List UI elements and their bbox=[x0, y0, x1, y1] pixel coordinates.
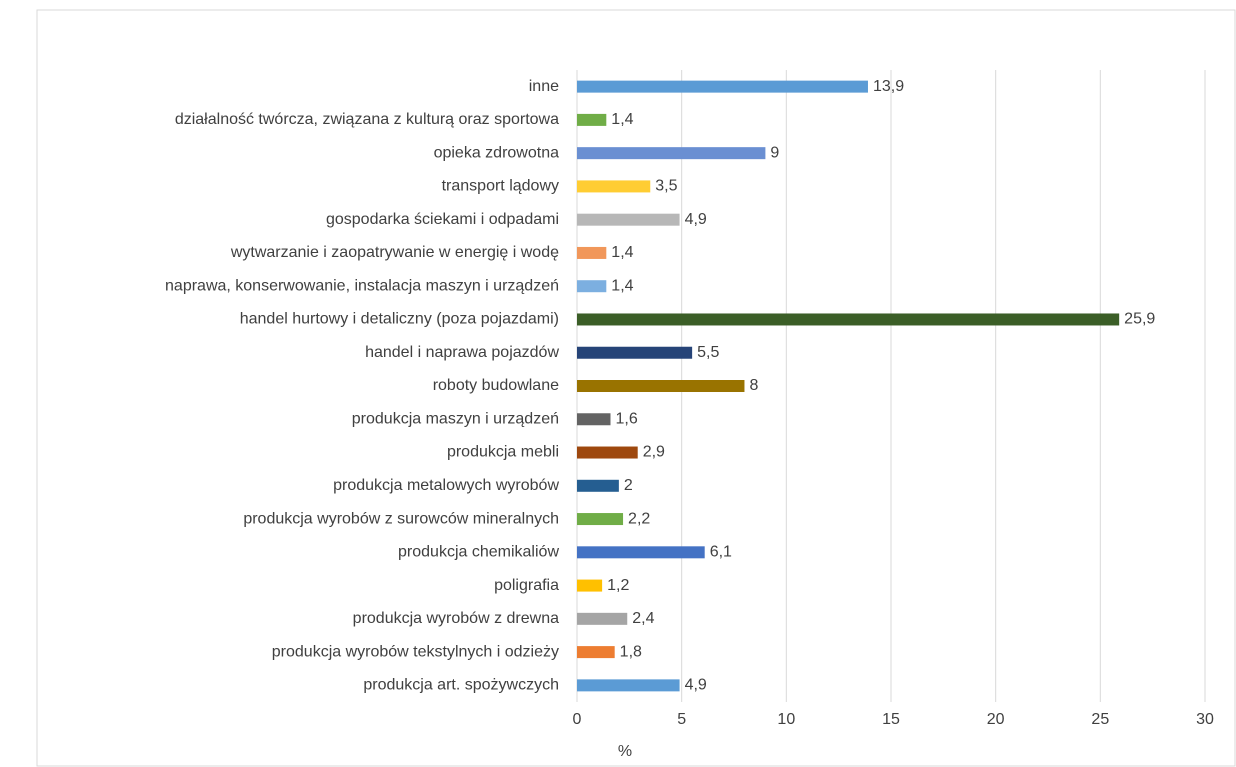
bar bbox=[577, 679, 680, 692]
bar bbox=[577, 513, 624, 526]
data-label: 3,5 bbox=[655, 178, 677, 195]
bar bbox=[577, 246, 607, 259]
data-label: 1,2 bbox=[607, 577, 629, 594]
x-tick-label: 0 bbox=[573, 711, 582, 728]
bar bbox=[577, 612, 628, 625]
y-tick-label: wytwarzanie i zaopatrywanie w energię i … bbox=[230, 244, 559, 261]
y-tick-label: produkcja wyrobów z drewna bbox=[353, 610, 559, 627]
y-tick-label: produkcja art. spożywczych bbox=[363, 677, 559, 694]
y-tick-label: naprawa, konserwowanie, instalacja maszy… bbox=[165, 277, 559, 294]
y-tick-label: inne bbox=[529, 78, 559, 95]
bar bbox=[577, 479, 619, 492]
data-label: 2,2 bbox=[628, 510, 650, 527]
data-label: 25,9 bbox=[1124, 311, 1155, 328]
bar bbox=[577, 80, 868, 93]
bar bbox=[577, 313, 1120, 326]
data-label: 1,4 bbox=[611, 244, 633, 261]
bar bbox=[577, 646, 615, 659]
data-label: 1,4 bbox=[611, 277, 633, 294]
data-label: 5,5 bbox=[697, 344, 719, 361]
x-tick-label: 20 bbox=[987, 711, 1005, 728]
y-tick-label: produkcja metalowych wyrobów bbox=[333, 477, 559, 494]
y-tick-label: gospodarka ściekami i odpadami bbox=[326, 211, 559, 228]
bar bbox=[577, 213, 680, 226]
x-axis-label: % bbox=[618, 743, 632, 760]
bar bbox=[577, 346, 693, 359]
bar bbox=[577, 380, 745, 392]
x-tick-label: 10 bbox=[777, 711, 795, 728]
y-tick-label: poligrafia bbox=[494, 577, 559, 594]
bar bbox=[577, 147, 766, 160]
data-label: 1,4 bbox=[611, 111, 633, 128]
y-tick-label: handel i naprawa pojazdów bbox=[365, 344, 559, 361]
data-label: 2,9 bbox=[643, 444, 665, 461]
y-tick-label: roboty budowlane bbox=[433, 377, 559, 394]
y-tick-label: produkcja chemikaliów bbox=[398, 544, 559, 561]
y-tick-label: produkcja wyrobów tekstylnych i odzieży bbox=[272, 643, 559, 660]
y-tick-label: produkcja mebli bbox=[447, 444, 559, 461]
data-label: 2,4 bbox=[632, 610, 654, 627]
y-tick-label: działalność twórcza, związana z kulturą … bbox=[175, 111, 559, 128]
data-label: 1,6 bbox=[615, 410, 637, 427]
bar bbox=[577, 546, 705, 559]
bar bbox=[577, 180, 651, 193]
data-label: 1,8 bbox=[620, 643, 642, 660]
y-tick-label: produkcja maszyn i urządzeń bbox=[352, 410, 559, 427]
x-tick-label: 15 bbox=[882, 711, 900, 728]
x-tick-label: 25 bbox=[1091, 711, 1109, 728]
bar bbox=[577, 579, 603, 592]
x-tick-label: 30 bbox=[1196, 711, 1214, 728]
data-label: 6,1 bbox=[710, 544, 732, 561]
bar bbox=[577, 280, 607, 293]
y-tick-label: transport lądowy bbox=[442, 178, 559, 195]
bar bbox=[577, 113, 607, 126]
data-label: 8 bbox=[749, 377, 758, 394]
x-tick-label: 5 bbox=[677, 711, 686, 728]
data-label: 13,9 bbox=[873, 78, 904, 95]
data-label: 2 bbox=[624, 477, 633, 494]
y-tick-label: produkcja wyrobów z surowców mineralnych bbox=[243, 510, 559, 527]
data-label: 4,9 bbox=[685, 211, 707, 228]
bar bbox=[577, 446, 638, 459]
y-tick-label: opieka zdrowotna bbox=[434, 144, 560, 161]
bar bbox=[577, 413, 611, 426]
data-label: 4,9 bbox=[685, 677, 707, 694]
data-label: 9 bbox=[770, 144, 779, 161]
y-tick-label: handel hurtowy i detaliczny (poza pojazd… bbox=[240, 311, 559, 328]
